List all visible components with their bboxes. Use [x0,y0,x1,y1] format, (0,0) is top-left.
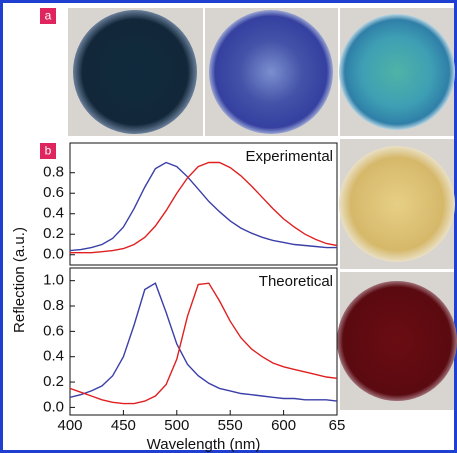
y-axis-label: Reflection (a.u.) [11,227,28,333]
dish [337,281,457,401]
x-tick-label: 65 [329,417,346,434]
x-tick-label: 450 [111,417,136,434]
chart-title: Theoretical [259,273,333,290]
y-tick-label: 0.0 [43,246,64,263]
panel-label: b [45,144,52,158]
y-tick-label: 0.0 [43,398,64,415]
x-tick-label: 550 [218,417,243,434]
x-tick-label: 600 [271,417,296,434]
y-tick-label: 0.6 [43,184,64,201]
y-tick-label: 0.4 [43,205,64,222]
x-axis-label: Wavelength (nm) [147,436,261,453]
dish [339,14,455,130]
y-tick-label: 0.2 [43,225,64,242]
y-tick-label: 0.2 [43,373,64,390]
dish [339,146,455,262]
panel-label: a [45,9,52,23]
y-tick-label: 0.8 [43,297,64,314]
figure: a b Reflection (a.u.) 0.0 0.2 0.4 0.6 0.8 Exp… [0,0,457,453]
x-tick-label: 500 [164,417,189,434]
y-tick-label: 0.6 [43,322,64,339]
dish [73,10,197,134]
y-tick-label: 0.4 [43,348,64,365]
chart-title: Experimental [245,148,333,165]
y-tick-label: 0.8 [43,164,64,181]
y-tick-label: 1.0 [43,272,64,289]
x-tick-label: 400 [57,417,82,434]
dish [209,10,333,134]
